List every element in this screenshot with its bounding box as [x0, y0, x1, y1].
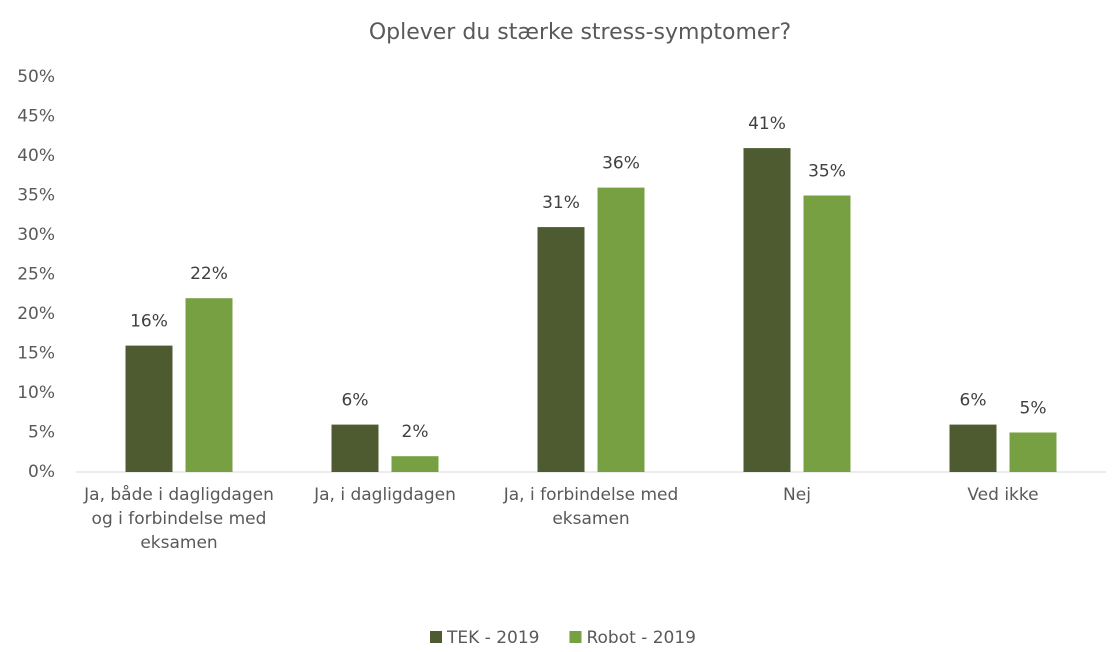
value-label: 36%: [602, 154, 640, 174]
bar: [125, 345, 173, 472]
legend-label: TEK - 2019: [446, 628, 539, 648]
bar: [391, 456, 439, 472]
bar: [1009, 432, 1057, 472]
value-label: 35%: [808, 162, 846, 182]
value-label: 2%: [402, 422, 429, 442]
x-tick-label: Ved ikke: [967, 485, 1039, 505]
y-tick-label: 50%: [17, 67, 55, 87]
x-tick-label: Nej: [783, 485, 811, 505]
y-tick-label: 35%: [17, 186, 55, 206]
bar: [331, 424, 379, 472]
bar: [537, 227, 585, 472]
bar: [185, 298, 233, 472]
y-tick-label: 5%: [28, 423, 55, 443]
chart-title: Oplever du stærke stress-symptomer?: [369, 20, 791, 45]
x-tick-label: Ja, i forbindelse med eksamen: [503, 485, 679, 529]
y-tick-label: 0%: [28, 462, 55, 482]
legend-swatch: [430, 631, 442, 643]
y-tick-label: 30%: [17, 225, 55, 245]
bar: [597, 187, 645, 472]
value-label: 16%: [130, 312, 168, 332]
legend-swatch: [569, 631, 582, 643]
y-tick-label: 10%: [17, 383, 55, 403]
value-label: 6%: [342, 391, 369, 411]
value-label: 5%: [1020, 399, 1047, 419]
bar: [803, 195, 851, 472]
y-tick-label: 15%: [17, 344, 55, 364]
bar: [743, 148, 791, 472]
value-label: 6%: [960, 391, 987, 411]
value-label: 41%: [748, 114, 786, 134]
x-tick-label: Ja, både i dagligdagen og i forbindelse …: [84, 485, 274, 553]
y-tick-label: 45%: [17, 107, 55, 127]
x-tick-label: Ja, i dagligdagen: [314, 485, 456, 505]
value-label: 31%: [542, 193, 580, 213]
legend-label: Robot - 2019: [586, 628, 696, 648]
y-tick-label: 40%: [17, 146, 55, 166]
bar: [949, 424, 997, 472]
value-label: 22%: [190, 264, 228, 284]
y-tick-label: 20%: [17, 304, 55, 324]
y-tick-label: 25%: [17, 265, 55, 285]
